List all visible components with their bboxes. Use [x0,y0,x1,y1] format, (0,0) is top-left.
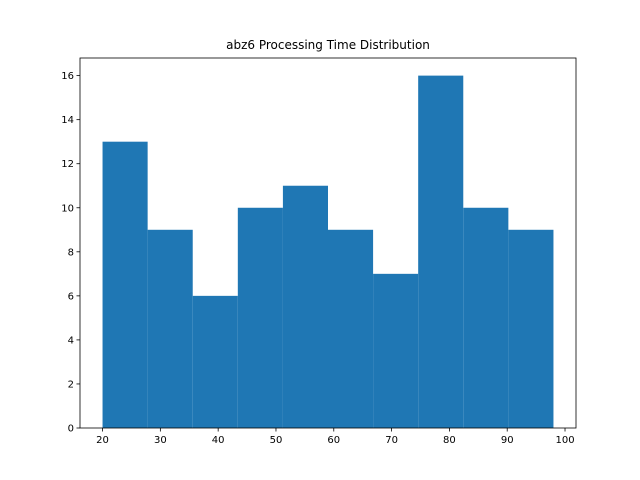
x-tick-label: 40 [212,435,225,446]
y-tick-label: 12 [61,159,74,170]
y-tick-label: 6 [68,291,74,302]
x-tick-label: 80 [443,435,456,446]
x-tick-label: 90 [501,435,514,446]
y-tick-label: 14 [61,115,74,126]
bars-group [102,75,554,428]
histogram-bar [463,207,509,428]
y-tick-label: 4 [68,335,74,346]
x-tick-label: 70 [385,435,398,446]
histogram-bar [282,185,328,428]
y-tick-label: 8 [68,247,74,258]
x-tick-label: 100 [555,435,574,446]
histogram-bar [508,229,554,428]
histogram-bar [418,75,464,428]
y-axis-ticks: 0 2 4 6 8 10 12 14 16 [61,71,80,435]
x-axis-ticks: 20 30 40 50 60 70 80 90 100 [96,428,575,446]
axes-frame [79,57,577,429]
histogram-bar [237,207,283,428]
y-tick-label: 0 [68,424,74,435]
y-tick-label: 2 [68,379,74,390]
x-tick-label: 50 [270,435,283,446]
histogram-bar [328,229,374,428]
y-tick-label: 16 [61,71,74,82]
x-tick-label: 20 [96,435,109,446]
x-tick-label: 30 [154,435,167,446]
x-tick-label: 60 [327,435,340,446]
histogram-bar [192,295,238,428]
y-tick-label: 10 [61,203,74,214]
histogram-bar [147,229,193,428]
chart-title: abz6 Processing Time Distribution [226,38,430,52]
histogram-bar [102,141,148,428]
histogram-bar [373,273,419,428]
